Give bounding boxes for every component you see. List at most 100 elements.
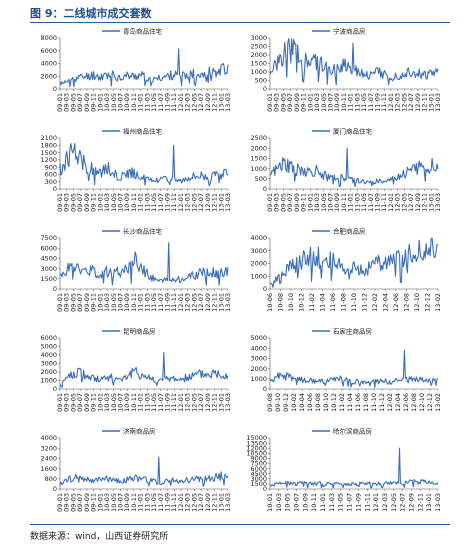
x-tick-label: 12-06 <box>392 293 400 312</box>
x-tick-label: 11-11 <box>170 193 178 212</box>
y-tick-label: 4000 <box>250 234 267 242</box>
x-tick-label: 12-03 <box>184 193 192 212</box>
x-tick-label: 11-01 <box>137 193 145 212</box>
y-tick-label: 6000 <box>250 465 267 473</box>
x-tick-label: 10-08 <box>277 293 285 312</box>
chart-hefei: 合肥商品房 0 1000 2000 3000 4000 10-06 10-08 10-10 10-… <box>250 227 442 312</box>
legend-label: 青岛商品住宅 <box>123 27 163 36</box>
x-tick-label: 10-07 <box>293 493 301 512</box>
x-tick-label: 10-05 <box>110 493 118 512</box>
legend: 哈尔滨商品房 <box>312 427 372 436</box>
chart-harbin: 哈尔滨商品房 0150030004500600075009000105001200… <box>246 427 442 512</box>
x-tick-label: 12-11 <box>211 193 219 212</box>
y-tick-label: 7500 <box>250 460 267 468</box>
x-tick-label: 12-09 <box>204 93 212 112</box>
x-tick-label: 11-01 <box>347 93 355 112</box>
x-tick-label: 10-10 <box>287 293 295 312</box>
x-tick-label: 10-11 <box>130 493 138 512</box>
x-tick-label: 11-09 <box>164 393 172 412</box>
x-tick-label: 13-01 <box>217 493 225 512</box>
x-tick-label: 13-03 <box>224 193 232 212</box>
legend: 石家庄商品房 <box>312 327 372 336</box>
x-tick-label: 12-05 <box>390 493 398 512</box>
x-tick-label: 11-03 <box>353 193 361 212</box>
x-tick-label: 10-01 <box>306 93 314 112</box>
x-tick-label: 10-02 <box>290 393 298 412</box>
x-tick-label: 12-11 <box>211 393 219 412</box>
x-tick-label: 10-07 <box>116 393 124 412</box>
y-tick-label: 0 <box>263 285 267 293</box>
x-tick-label: 09-07 <box>76 93 84 112</box>
y-tick-label: 9000 <box>250 455 267 463</box>
legend-label: 石家庄商品房 <box>333 327 372 336</box>
y-tick-label: 3000 <box>250 247 267 255</box>
x-tick-label: 12-10 <box>418 393 426 412</box>
y-tick-label: 2100 <box>40 134 57 142</box>
y-tick-label: 2400 <box>40 455 57 463</box>
x-tick-label: 10-12 <box>330 393 338 412</box>
y-tick-label: 1500 <box>250 480 267 488</box>
x-tick-label: 11-10 <box>370 393 378 412</box>
x-tick-label: 11-11 <box>380 193 388 212</box>
legend-label: 哈尔滨商品房 <box>333 427 372 436</box>
x-tick-label: 11-09 <box>164 293 172 312</box>
x-tick-label: 09-11 <box>300 193 308 212</box>
x-tick-label: 09-01 <box>266 93 274 112</box>
x-tick-label: 11-05 <box>360 93 368 112</box>
y-tick-label: 1000 <box>40 377 57 385</box>
y-tick-label: 0 <box>53 185 57 193</box>
x-tick-label: 12-03 <box>394 193 402 212</box>
x-tick-label: 09-03 <box>273 193 281 212</box>
x-tick-label: 11-03 <box>143 393 151 412</box>
x-tick-label: 12-01 <box>372 493 380 512</box>
x-tick-label: 09-05 <box>279 193 287 212</box>
x-tick-label: 11-11 <box>170 493 178 512</box>
x-tick-label: 12-01 <box>177 293 185 312</box>
x-tick-label: 13-02 <box>434 293 442 312</box>
x-tick-label: 12-07 <box>197 493 205 512</box>
x-tick-label: 10-09 <box>123 193 131 212</box>
legend-label: 济南商品房 <box>123 427 156 436</box>
x-tick-label: 12-09 <box>204 193 212 212</box>
x-tick-label: 10-03 <box>103 293 111 312</box>
chart-shijiazhuang: 石家庄商品房 0 1000 2000 3000 4000 5000 09-08 09-10 09-… <box>250 327 442 412</box>
x-tick-label: 09-11 <box>90 93 98 112</box>
x-tick-label: 09-11 <box>300 93 308 112</box>
x-tick-label: 11-08 <box>362 393 370 412</box>
y-tick-label: 3000 <box>250 355 267 363</box>
x-tick-label: 10-07 <box>116 493 124 512</box>
y-tick-label: 1800 <box>40 141 57 149</box>
y-tick-label: 2000 <box>250 260 267 268</box>
x-tick-label: 11-11 <box>363 493 371 512</box>
x-tick-label: 11-07 <box>157 493 165 512</box>
x-tick-label: 10-03 <box>313 93 321 112</box>
x-tick-label: 10-11 <box>340 193 348 212</box>
chart-fuzhou: 福州商品住宅0300600900120015001800210009-0109-… <box>40 127 232 212</box>
x-tick-label: 11-11 <box>170 93 178 112</box>
x-tick-label: 12-11 <box>421 93 429 112</box>
x-tick-label: 10-07 <box>116 93 124 112</box>
series-line <box>59 48 229 88</box>
x-tick-label: 13-01 <box>427 193 435 212</box>
y-tick-label: 2500 <box>250 134 267 142</box>
y-tick-label: 0 <box>53 485 57 493</box>
series-line <box>269 147 439 188</box>
x-tick-label: 12-10 <box>413 293 421 312</box>
x-tick-label: 12-07 <box>407 93 415 112</box>
y-tick-label: 6000 <box>40 244 57 252</box>
x-tick-label: 10-01 <box>96 393 104 412</box>
legend: 济南商品房 <box>102 427 156 436</box>
y-tick-label: 3000 <box>250 475 267 483</box>
series-line <box>269 237 439 288</box>
x-tick-label: 10-01 <box>96 193 104 212</box>
x-tick-label: 13-02 <box>434 393 442 412</box>
x-tick-label: 10-01 <box>306 193 314 212</box>
chart-xiamen: 厦门商品住宅0500100015002000250009-0109-0309-0… <box>250 127 442 212</box>
x-tick-label: 10-11 <box>310 493 318 512</box>
x-tick-label: 11-09 <box>354 493 362 512</box>
x-tick-label: 10-09 <box>123 93 131 112</box>
x-tick-label: 12-05 <box>400 193 408 212</box>
x-tick-label: 09-09 <box>293 193 301 212</box>
legend: 青岛商品住宅 <box>102 27 163 36</box>
x-tick-label: 13-03 <box>434 193 442 212</box>
